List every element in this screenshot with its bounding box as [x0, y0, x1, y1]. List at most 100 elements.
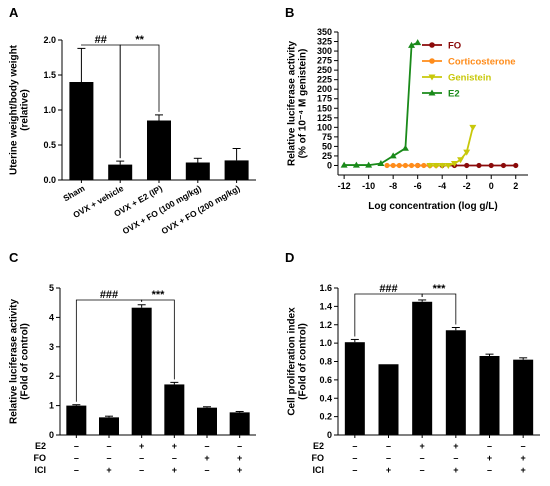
- treatment-symbol: –: [172, 453, 177, 463]
- treatment-symbol: –: [352, 441, 357, 451]
- treatment-row-label: FO: [34, 453, 47, 463]
- x-tick-label: -6: [414, 181, 422, 191]
- treatment-symbol: +: [237, 465, 242, 475]
- significance-label: ***: [433, 283, 447, 295]
- bar: [445, 330, 466, 435]
- significance-label: **: [135, 34, 144, 46]
- treatment-row-label: ICI: [312, 465, 324, 475]
- treatment-row-label: E2: [35, 441, 46, 451]
- x-tick-label: -10: [362, 181, 375, 191]
- treatment-symbol: +: [420, 441, 425, 451]
- y-tick-label: 0.4: [319, 393, 332, 403]
- y-tick-label: 75: [322, 132, 332, 142]
- data-point: [352, 161, 360, 168]
- data-point: [500, 162, 507, 169]
- y-tick-label: 0.2: [319, 412, 332, 422]
- y-axis-label: Cell proliferation index(Fold of control…: [287, 307, 309, 416]
- y-tick-label: 25: [322, 151, 332, 161]
- treatment-row-label: FO: [312, 453, 325, 463]
- treatment-symbol: +: [453, 465, 458, 475]
- significance-label: ##: [95, 34, 107, 46]
- legend-entry: Corticosterone: [448, 57, 516, 68]
- significance-label: ###: [379, 283, 397, 295]
- data-point: [513, 162, 519, 169]
- treatment-symbol: –: [386, 441, 391, 451]
- significance-label: ***: [152, 289, 166, 301]
- significance-bracket: [141, 299, 175, 380]
- y-tick-label: 0: [327, 160, 332, 170]
- bar: [69, 82, 94, 180]
- bar: [513, 359, 534, 435]
- bar: [224, 160, 249, 180]
- bar: [412, 301, 433, 435]
- y-tick-label: 1.5: [43, 70, 56, 80]
- y-tick-label: 0: [327, 430, 332, 440]
- y-tick-label: 325: [317, 37, 332, 47]
- bar: [131, 307, 152, 435]
- treatment-symbol: –: [521, 441, 526, 451]
- y-tick-label: 0.0: [43, 175, 56, 185]
- data-point: [377, 160, 385, 167]
- data-point: [476, 162, 482, 169]
- bar: [479, 355, 500, 435]
- bar: [99, 417, 119, 435]
- category-label: Sham: [61, 183, 86, 203]
- bar: [147, 120, 171, 180]
- panel-letter-b: B: [285, 5, 294, 20]
- y-tick-label: 0.8: [319, 357, 332, 367]
- x-tick-label: -4: [438, 181, 446, 191]
- panel-letter-a: A: [9, 5, 19, 20]
- treatment-symbol: +: [237, 453, 242, 463]
- data-point: [390, 162, 396, 169]
- x-tick-label: -8: [389, 181, 397, 191]
- data-point: [408, 41, 416, 48]
- y-axis-label: Relative luciferase activity(% of 10⁻⁴ M…: [287, 41, 309, 167]
- treatment-symbol: +: [521, 453, 526, 463]
- bar: [378, 364, 399, 435]
- bar: [185, 162, 210, 180]
- treatment-symbol: +: [139, 441, 144, 451]
- data-point: [365, 161, 373, 168]
- y-tick-label: 1.4: [319, 301, 332, 311]
- series-line: [344, 41, 419, 166]
- x-axis-label: Log concentration (log g/L): [368, 201, 497, 212]
- data-point: [444, 162, 452, 169]
- y-tick-label: 125: [317, 113, 332, 123]
- treatment-symbol: –: [237, 441, 242, 451]
- bar: [66, 405, 87, 435]
- treatment-symbol: –: [139, 465, 144, 475]
- y-tick-label: 200: [317, 84, 332, 94]
- y-tick-label: 2.0: [43, 35, 56, 45]
- y-axis-label: Relative luciferase activity(Fold of con…: [9, 299, 31, 425]
- y-tick-label: 300: [317, 46, 332, 56]
- treatment-symbol: –: [352, 453, 357, 463]
- y-tick-label: 275: [317, 56, 332, 66]
- bar: [344, 342, 365, 435]
- data-point: [414, 39, 422, 46]
- data-point: [421, 162, 427, 169]
- treatment-symbol: –: [74, 453, 79, 463]
- y-tick-label: 2: [49, 371, 54, 381]
- y-tick-label: 150: [317, 103, 332, 113]
- bar: [164, 384, 185, 435]
- treatment-row-label: E2: [313, 441, 324, 451]
- data-point: [396, 162, 402, 169]
- data-point: [464, 162, 470, 169]
- y-tick-label: 1.0: [319, 338, 332, 348]
- panel-a-uterine-weight-chart: 0.0 0.5 1.0 1.5 2.0 Uterine weight/body weigh…: [9, 34, 256, 236]
- y-tick-label: 250: [317, 65, 332, 75]
- data-point: [457, 157, 465, 164]
- y-tick-label: 1: [49, 401, 54, 411]
- y-axis-label: Uterine weight/body weight(relative): [9, 44, 31, 175]
- treatment-symbol: –: [106, 441, 111, 451]
- bar: [229, 412, 250, 435]
- series-line: [429, 127, 474, 167]
- treatment-symbol: +: [487, 453, 492, 463]
- y-tick-label: 225: [317, 75, 332, 85]
- significance-bracket: [421, 293, 457, 325]
- y-tick-label: 3: [49, 342, 54, 352]
- treatment-symbol: –: [106, 453, 111, 463]
- y-tick-label: 1.6: [319, 283, 332, 293]
- y-tick-label: 1.2: [319, 320, 332, 330]
- y-tick-label: 100: [317, 122, 332, 132]
